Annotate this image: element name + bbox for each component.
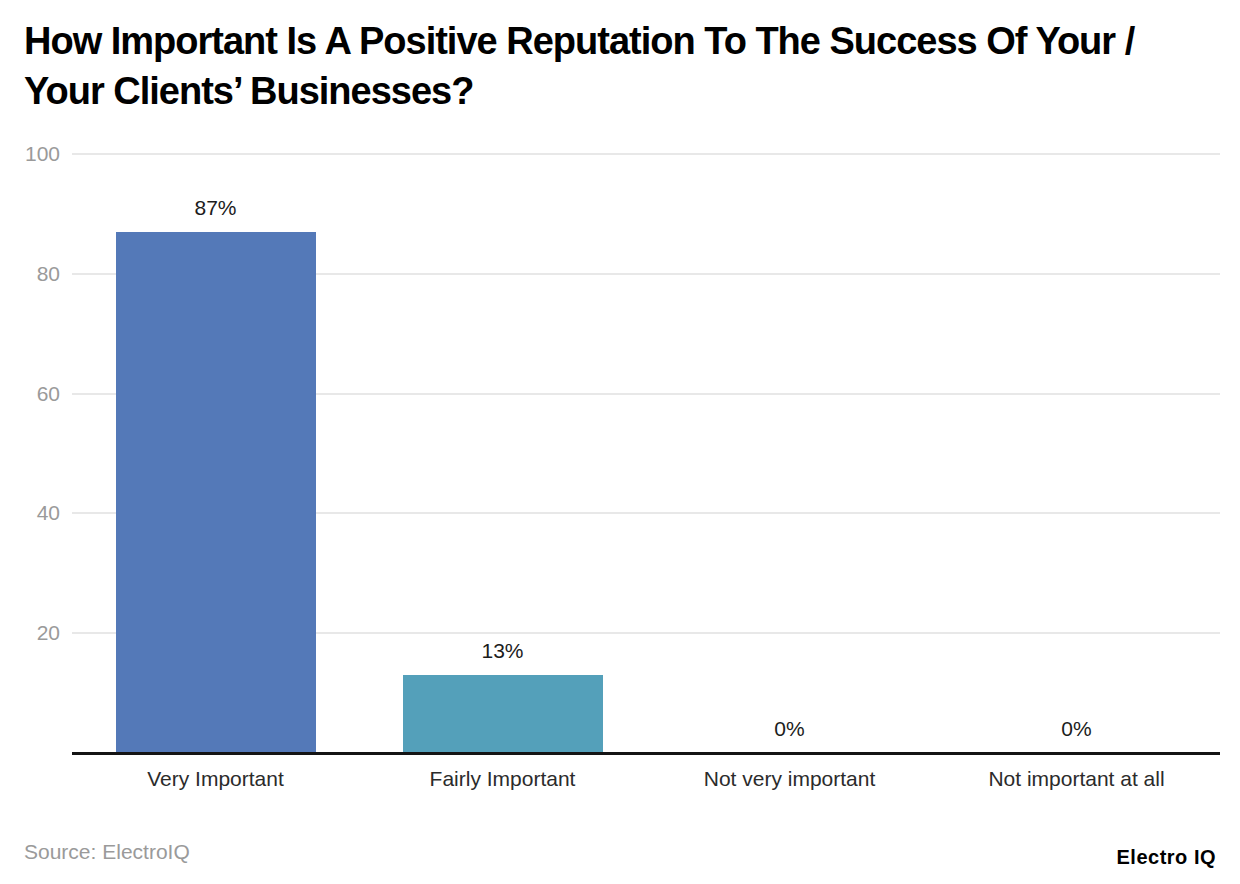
- source-note: Source: ElectroIQ: [24, 840, 190, 864]
- y-tick-label-20: 20: [0, 619, 60, 647]
- bar-chart-plot-area: 20 40 60 80 100 87% Very Important 13% Fairly Im…: [0, 0, 1240, 884]
- bar-value-label-1: 87%: [72, 194, 359, 222]
- bar-1: [116, 232, 316, 753]
- bar-value-label-3: 0%: [646, 715, 933, 743]
- x-category-label-1: Very Important: [72, 765, 359, 793]
- x-axis-line: [72, 752, 1220, 755]
- brand-wordmark: Electro IQ: [1117, 846, 1216, 869]
- x-category-label-4: Not important at all: [933, 765, 1220, 793]
- bar-value-label-4: 0%: [933, 715, 1220, 743]
- chart-figure: How Important Is A Positive Reputation T…: [0, 0, 1240, 884]
- grid-line-100: [72, 153, 1220, 155]
- y-tick-label-100: 100: [0, 140, 60, 168]
- x-category-label-2: Fairly Important: [359, 765, 646, 793]
- x-category-label-3: Not very important: [646, 765, 933, 793]
- y-tick-label-80: 80: [0, 260, 60, 288]
- y-tick-label-60: 60: [0, 380, 60, 408]
- bar-value-label-2: 13%: [359, 637, 646, 665]
- y-tick-label-40: 40: [0, 499, 60, 527]
- bar-2: [403, 675, 603, 753]
